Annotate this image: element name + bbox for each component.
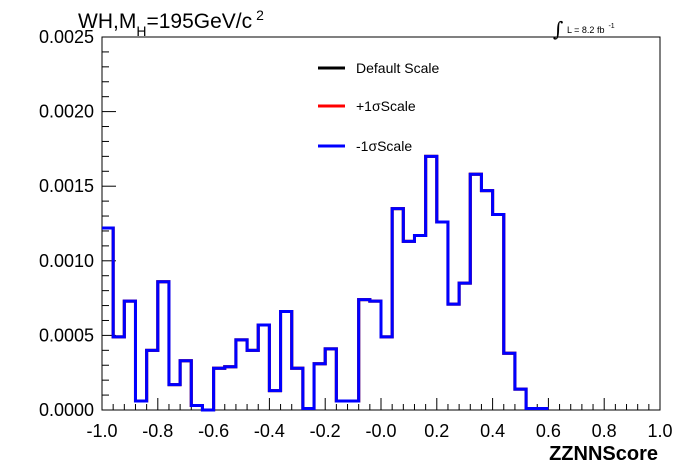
luminosity-label: ∫ L = 8.2 fb -1: [553, 17, 615, 41]
legend-label: -1σScale: [356, 138, 412, 154]
y-tick-label: 0.0025: [39, 27, 94, 47]
y-tick-label: 0.0000: [39, 400, 94, 420]
integral-symbol: ∫: [553, 17, 563, 41]
legend-label: +1σScale: [356, 98, 416, 114]
x-tick-label: 0.6: [536, 421, 561, 441]
legend: Default Scale +1σScale -1σScale: [318, 60, 439, 154]
x-axis: -1.0 -0.8 -0.6 -0.4 -0.2 -0.0 0.2 0.4 0.6 0.8 1.0: [86, 398, 673, 441]
series-layer: [102, 154, 549, 412]
plot-frame: [101, 36, 661, 411]
x-tick-label: -0.2: [310, 421, 341, 441]
x-tick-label: 1.0: [647, 421, 672, 441]
x-tick-label: 0.2: [424, 421, 449, 441]
chart-title: WH,MH=195GeV/c 2: [78, 7, 264, 39]
chart-title-subscript: H: [136, 23, 146, 39]
y-tick-label: 0.0005: [39, 325, 94, 345]
y-tick-label: 0.0010: [39, 251, 94, 271]
chart-title-superscript: 2: [256, 7, 264, 23]
x-axis-title: ZZNNScore: [549, 443, 658, 465]
luminosity-text: L = 8.2 fb -1: [567, 23, 615, 35]
x-tick-label: 0.4: [480, 421, 505, 441]
x-tick-label: -0.6: [198, 421, 229, 441]
legend-label: Default Scale: [356, 60, 439, 76]
y-axis: 0.0000 0.0005 0.0010 0.0015 0.0020 0.0025: [39, 27, 116, 420]
x-tick-label: -0.4: [254, 421, 285, 441]
x-tick-label: -0.0: [365, 421, 396, 441]
y-tick-label: 0.0015: [39, 176, 94, 196]
x-tick-label: 0.8: [592, 421, 617, 441]
x-tick-label: -0.8: [142, 421, 173, 441]
y-tick-label: 0.0020: [39, 102, 94, 122]
series-line-2: [102, 154, 549, 412]
x-tick-label: -1.0: [86, 421, 117, 441]
